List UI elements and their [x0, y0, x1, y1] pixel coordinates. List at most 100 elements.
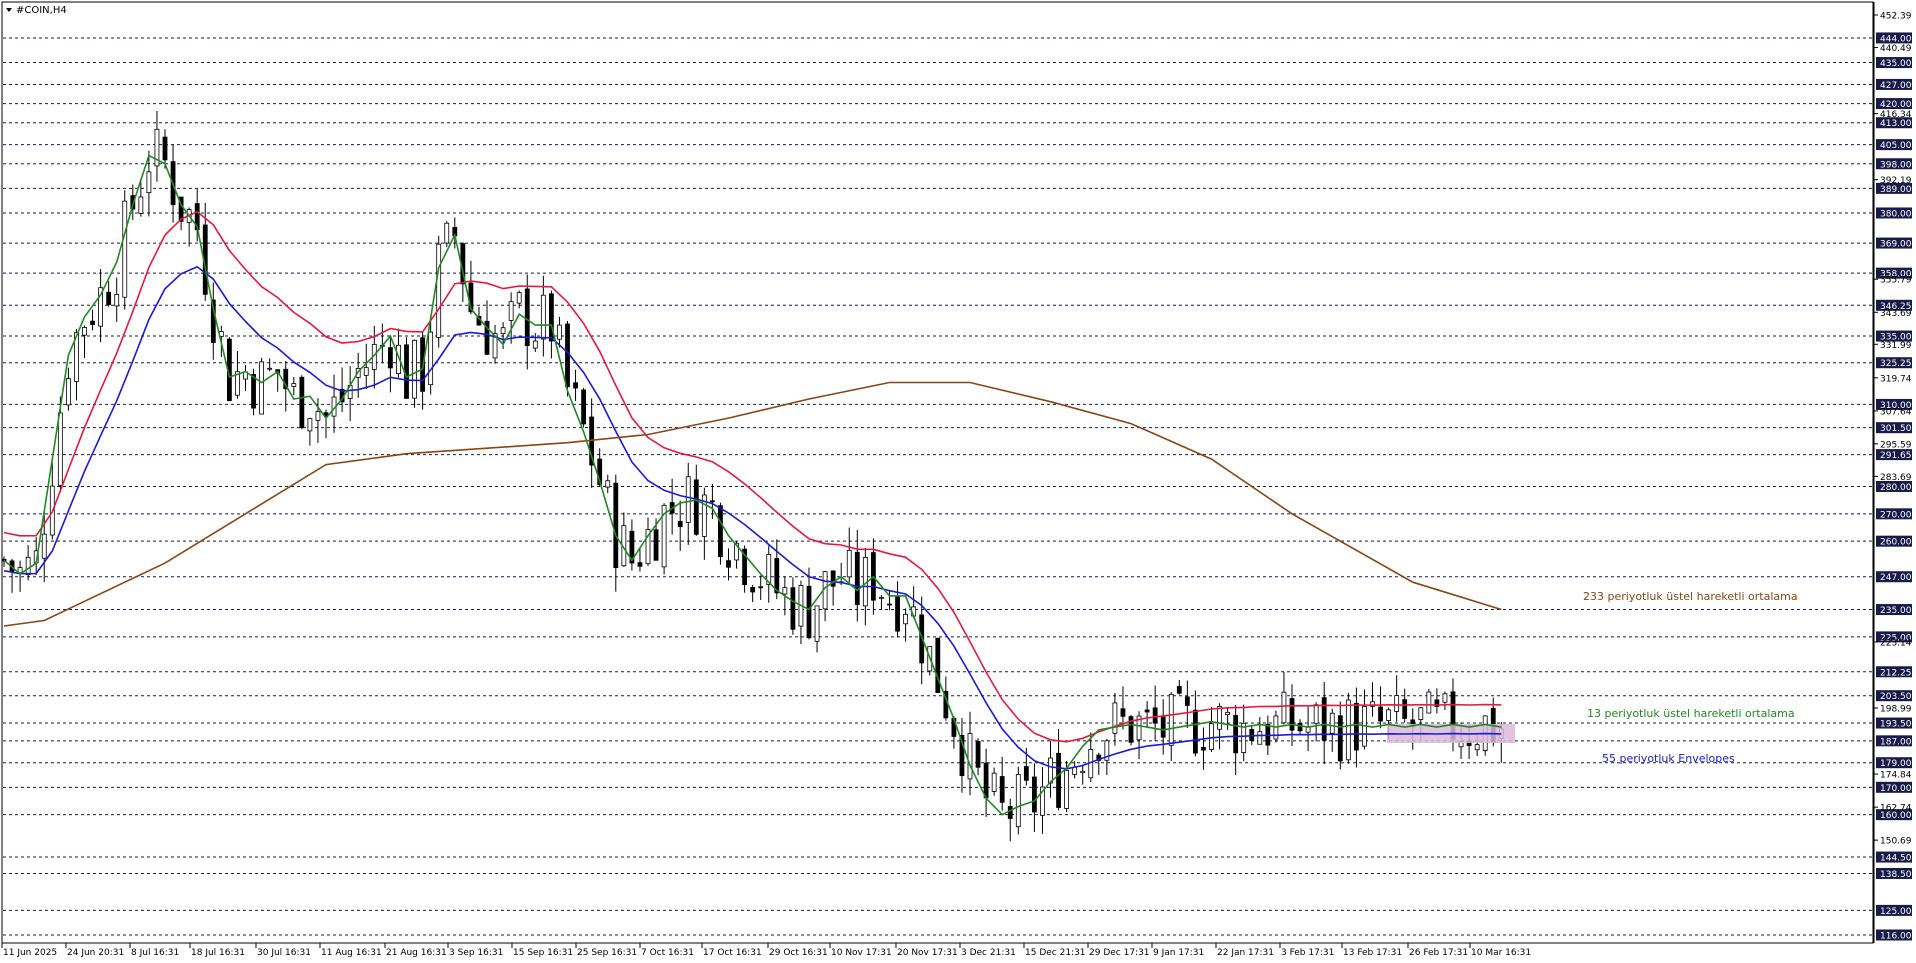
y-tick-label: 295.59 — [1880, 440, 1912, 450]
candle-body — [1064, 769, 1069, 809]
level-price-box — [1876, 757, 1912, 769]
x-tick-label: 29 Oct 16:31 — [769, 948, 828, 958]
candle-body — [1345, 699, 1351, 761]
candle-body — [307, 418, 313, 432]
x-tick-label: 30 Jul 16:31 — [257, 948, 311, 958]
level-price-label: 235.00 — [1880, 606, 1912, 616]
candle-body — [645, 529, 651, 565]
level-price-label: 405.00 — [1880, 141, 1912, 151]
candle-body — [903, 613, 908, 625]
candle-body — [1225, 711, 1230, 716]
level-price-label: 144.50 — [1880, 854, 1912, 864]
candle-body — [1217, 706, 1222, 730]
candle-body — [1096, 754, 1102, 761]
level-price-label: 212.25 — [1880, 668, 1912, 678]
level-price-label: 270.00 — [1880, 510, 1912, 520]
candle-body — [1329, 712, 1335, 734]
y-tick-label: 162.74 — [1880, 804, 1912, 814]
candle-body — [1128, 716, 1134, 743]
candle-body — [516, 292, 522, 304]
level-price-box — [1876, 78, 1912, 90]
candle-body — [412, 339, 417, 399]
x-tick-label: 18 Jul 16:31 — [191, 948, 245, 958]
x-tick-label: 17 Oct 16:31 — [703, 948, 762, 958]
candle-body — [1289, 698, 1295, 731]
x-tick-label: 15 Dec 21:31 — [1025, 948, 1086, 958]
candle-body — [90, 320, 95, 325]
candle-body — [726, 560, 731, 568]
candle-body — [74, 332, 79, 382]
candle-body — [774, 558, 780, 594]
candle-body — [1023, 766, 1029, 781]
candle-body — [299, 376, 305, 429]
candle-body — [82, 327, 87, 336]
x-tick-label: 3 Dec 21:31 — [961, 948, 1016, 958]
ema233-line — [3, 381, 1502, 627]
level-price-box — [1876, 717, 1912, 729]
level-price-label: 427.00 — [1880, 81, 1912, 91]
candle-body — [154, 128, 160, 167]
candle-body — [1233, 715, 1239, 754]
y-tick-label: 283.69 — [1880, 473, 1912, 483]
level-price-box — [1876, 508, 1912, 520]
candle-body — [122, 200, 128, 298]
candle-body — [983, 762, 989, 799]
level-price-box — [1876, 139, 1912, 151]
level-price-label: 301.50 — [1880, 424, 1912, 434]
candle-body — [1297, 722, 1303, 732]
triangle-down-icon[interactable] — [6, 8, 12, 12]
candle-body — [1056, 752, 1061, 808]
svg-text:#COIN,H4: #COIN,H4 — [16, 5, 67, 16]
level-price-box — [1876, 299, 1912, 311]
envelope-lower-line — [3, 265, 1502, 770]
level-price-label: 435.00 — [1880, 59, 1912, 69]
candle-body — [106, 291, 112, 305]
candle-body — [1072, 766, 1078, 775]
candle-body — [959, 735, 965, 777]
x-tick-label: 20 Nov 17:31 — [897, 948, 958, 958]
candle-body — [436, 243, 442, 338]
candle-body — [605, 480, 611, 488]
candle-body — [830, 570, 836, 587]
ema13-annotation: 13 periyotluk üstel hareketli ortalama — [1587, 707, 1795, 720]
level-price-box — [1876, 929, 1912, 941]
y-tick-label: 416.34 — [1880, 110, 1912, 120]
level-price-box — [1876, 631, 1912, 643]
level-price-label: 187.00 — [1880, 737, 1912, 747]
candle-body — [162, 136, 168, 161]
level-price-box — [1876, 809, 1912, 821]
candle-body — [854, 551, 860, 605]
level-price-label: 138.50 — [1880, 870, 1912, 880]
candle-body — [766, 554, 772, 585]
candle-body — [991, 772, 997, 792]
level-price-box — [1876, 398, 1912, 410]
candle-body — [1394, 695, 1400, 712]
candle-body — [98, 287, 103, 327]
level-price-box — [1876, 357, 1912, 369]
x-tick-label: 11 Jun 2025 — [3, 948, 57, 958]
candle-body — [291, 383, 297, 387]
level-price-box — [1876, 330, 1912, 342]
candle-body — [57, 412, 63, 486]
candle-body — [138, 196, 144, 214]
candle-body — [742, 548, 747, 585]
candle-body — [1241, 722, 1247, 753]
y-tick-label: 174.84 — [1880, 771, 1912, 781]
candle-body — [1442, 693, 1448, 703]
x-tick-label: 11 Aug 16:31 — [321, 948, 382, 958]
candle-body — [814, 605, 820, 642]
candle-body — [613, 482, 619, 569]
candle-body — [677, 520, 683, 527]
y-tick-label: 198.99 — [1880, 705, 1912, 715]
level-price-label: 389.00 — [1880, 185, 1912, 195]
level-price-label: 193.50 — [1880, 720, 1912, 730]
level-price-label: 280.00 — [1880, 483, 1912, 493]
plot-area — [1, 1, 1874, 944]
candle-body — [1080, 770, 1086, 774]
candle-body — [1281, 691, 1287, 724]
candle-body — [524, 288, 530, 347]
candle-body — [25, 556, 31, 575]
level-price-label: 380.00 — [1880, 209, 1912, 219]
candle-body — [1184, 696, 1190, 706]
